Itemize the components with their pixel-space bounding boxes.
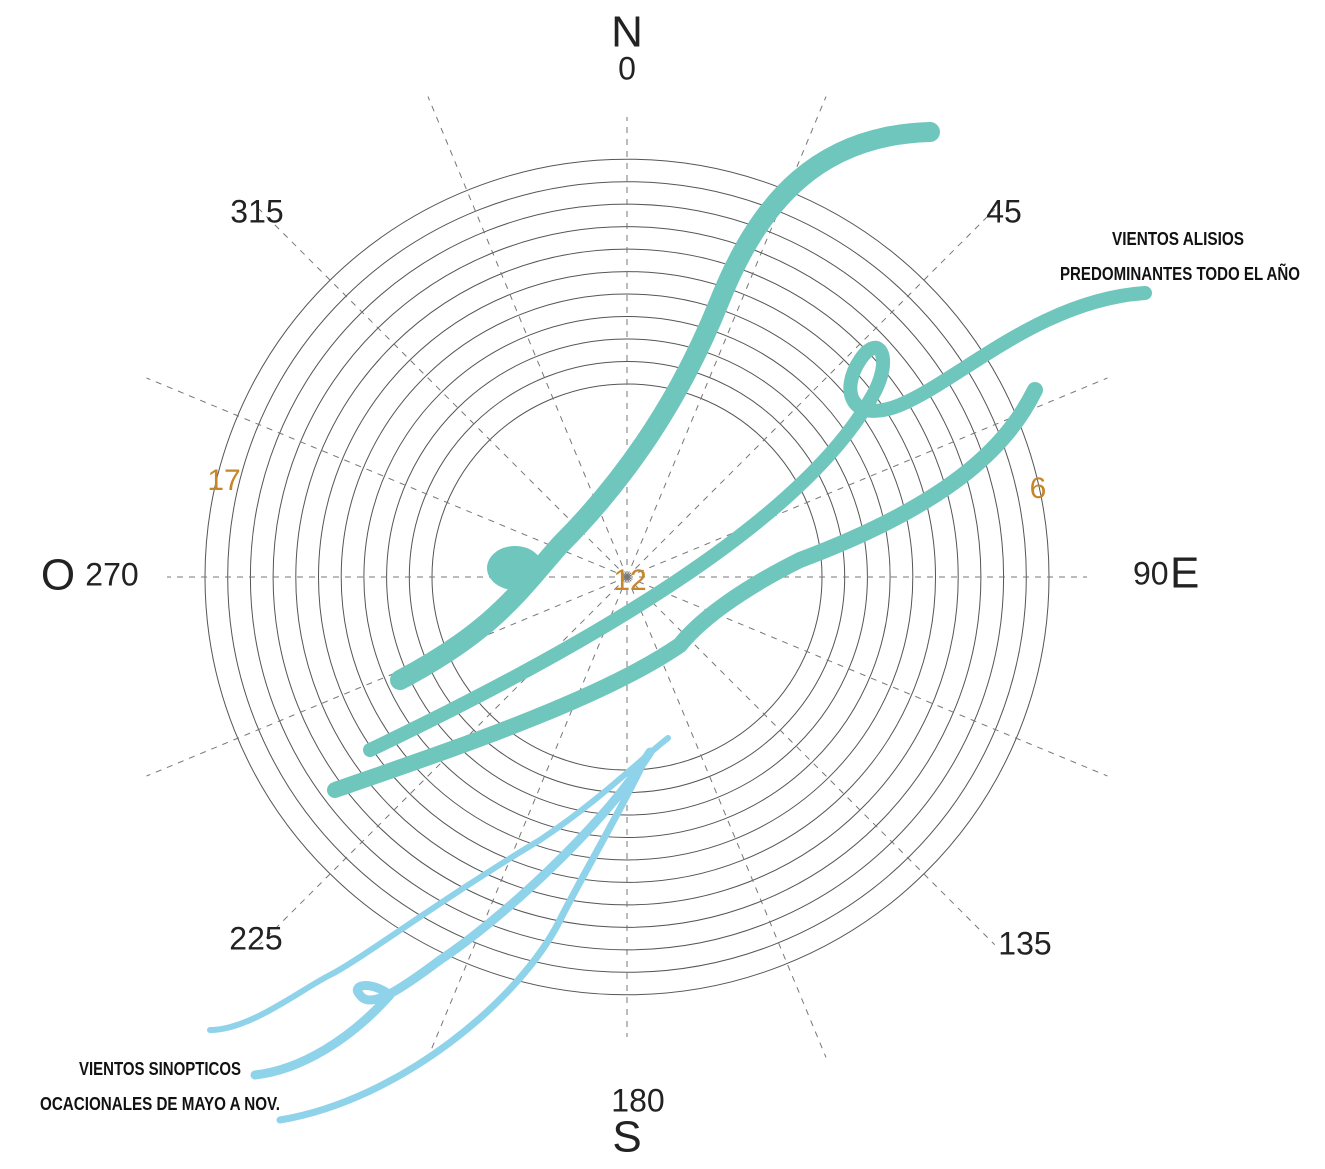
wind-stroke [250, 747, 655, 1080]
north-letter: N [611, 8, 643, 57]
se-degrees: 135 [998, 925, 1051, 961]
west-degrees: 270 [85, 556, 138, 592]
ne-degrees: 45 [986, 193, 1022, 229]
wind-stroke [207, 735, 671, 1033]
synoptic-wind-arrows [207, 735, 671, 1124]
wind-stroke [390, 122, 940, 690]
compass-labels: N 0 45 90 E 135 180 S 225 O 270 315 [41, 8, 1199, 1162]
polar-grid [146, 96, 1108, 1058]
south-letter: S [612, 1113, 641, 1162]
direction-line [146, 377, 628, 578]
direction-line [626, 576, 827, 1058]
hour-labels: 6 12 17 [207, 464, 1046, 597]
east-letter: E [1170, 549, 1199, 598]
hour-label: 6 [1030, 472, 1047, 505]
annotation-line: PREDOMINANTES TODO EL AÑO [1060, 263, 1300, 284]
trade-wind-arrows [327, 122, 1152, 798]
direction-line [626, 96, 827, 578]
wind-stroke [327, 382, 1043, 798]
grid-circle [340, 293, 914, 861]
west-letter: O [41, 551, 75, 600]
hour-label: 17 [207, 464, 240, 497]
direction-line [146, 576, 628, 777]
annotation-line: VIENTOS ALISIOS [1112, 229, 1244, 249]
south-degrees: 180 [611, 1082, 664, 1118]
grid-circle [363, 316, 891, 838]
north-degrees: 0 [618, 50, 636, 86]
direction-line [626, 208, 996, 578]
direction-line [427, 576, 628, 1058]
wind-stroke [276, 766, 644, 1124]
direction-line [258, 208, 628, 578]
wind-stroke [363, 286, 1152, 757]
nw-degrees: 315 [230, 193, 283, 229]
direction-line [626, 576, 1108, 777]
annotations: VIENTOS ALISIOS PREDOMINANTES TODO EL AÑ… [40, 229, 1300, 1114]
annotation-line: OCACIONALES DE MAYO A NOV. [40, 1094, 280, 1114]
hour-label: 12 [613, 564, 646, 597]
annotation-line: VIENTOS SINOPTICOS [79, 1059, 241, 1079]
direction-line [258, 576, 628, 946]
wind-hook [487, 546, 543, 590]
sw-degrees: 225 [229, 920, 282, 956]
east-degrees: 90 [1133, 555, 1169, 591]
